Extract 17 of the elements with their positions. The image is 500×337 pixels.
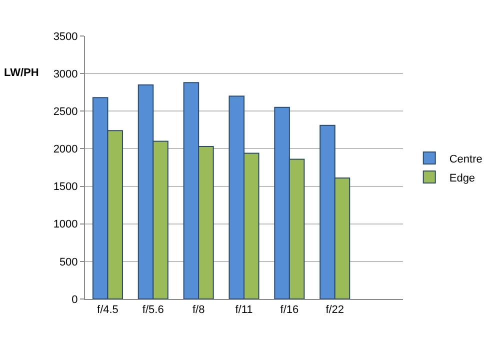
legend-label: Edge <box>449 172 476 184</box>
x-tick-label: f/8 <box>192 304 205 316</box>
x-tick-label: f/11 <box>235 304 253 316</box>
x-tick-label: f/22 <box>326 304 344 316</box>
y-tick-label: 1500 <box>53 181 78 194</box>
y-tick-label: 0 <box>72 294 78 306</box>
x-tick-label: f/4.5 <box>97 304 118 316</box>
legend-label: Centre <box>449 153 482 166</box>
y-tick-label: 2000 <box>53 144 78 156</box>
x-tick-label: f/5.6 <box>142 304 164 316</box>
y-tick-label: 1000 <box>53 218 78 231</box>
y-axis-title: LW/PH <box>4 67 39 79</box>
y-tick-label: 2500 <box>53 106 78 118</box>
y-tick-label: 3500 <box>53 30 78 43</box>
y-tick-label: 500 <box>59 256 78 268</box>
x-tick-label: f/16 <box>280 304 299 316</box>
y-tick-label: 3000 <box>53 68 78 80</box>
